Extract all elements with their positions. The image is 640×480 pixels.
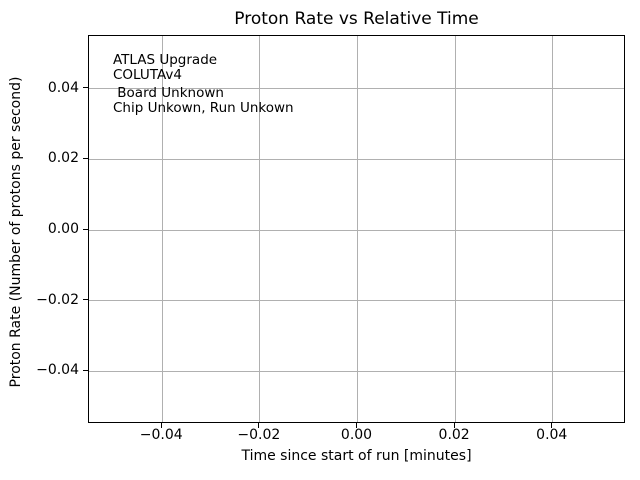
y-tick-mark [83,299,88,301]
x-gridline [161,36,163,422]
y-gridline [89,88,624,90]
y-tick-mark [83,369,88,371]
y-tick-label: −0.02 [36,291,79,308]
plot-area: ATLAS Upgrade COLUTAv4 Board Unknown Chi… [88,35,625,423]
x-tick-label: −0.04 [139,427,183,443]
x-tick-mark [258,423,260,428]
x-gridline [552,36,554,422]
x-tick-label: 0.02 [438,427,470,443]
chart-title: Proton Rate vs Relative Time [234,9,479,29]
x-tick-mark [453,423,455,428]
y-tick-label: −0.04 [36,362,79,379]
x-tick-mark [356,423,357,428]
x-tick-mark [551,423,553,428]
annotation-block: Board Unknown Chip Unkown, Run Unkown [113,85,294,116]
y-gridline [89,229,624,231]
y-tick-mark [83,228,88,230]
y-tick-label: 0.00 [47,221,79,237]
x-tick-label: −0.02 [237,427,281,443]
annotation-block: ATLAS Upgrade COLUTAv4 [113,52,218,83]
y-gridline [89,158,624,160]
x-gridline [259,36,261,422]
x-tick-label: 0.00 [340,427,373,443]
y-gridline [89,370,624,372]
y-tick-mark [83,87,88,89]
y-tick-label: 0.02 [47,150,79,167]
x-gridline [357,36,358,422]
y-tick-label: 0.04 [47,79,79,96]
x-gridline [454,36,456,422]
x-tick-label: 0.04 [536,427,568,443]
x-tick-mark [160,423,162,428]
y-gridline [89,300,624,302]
y-tick-mark [83,157,88,159]
x-axis-label: Time since start of run [minutes] [241,448,472,464]
